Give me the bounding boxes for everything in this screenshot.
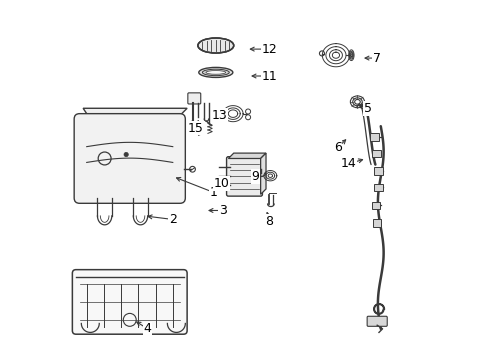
Text: 3: 3 <box>219 204 226 217</box>
Polygon shape <box>260 153 265 194</box>
Text: 15: 15 <box>188 122 203 135</box>
Polygon shape <box>228 153 265 158</box>
Polygon shape <box>83 108 187 119</box>
Text: 13: 13 <box>211 109 227 122</box>
Text: 14: 14 <box>340 157 356 170</box>
Ellipse shape <box>202 69 229 76</box>
FancyBboxPatch shape <box>226 157 262 196</box>
Text: 2: 2 <box>168 213 176 226</box>
Circle shape <box>124 152 128 157</box>
Bar <box>371 202 379 210</box>
FancyBboxPatch shape <box>187 93 201 104</box>
Bar <box>369 134 378 141</box>
Text: 7: 7 <box>372 51 381 64</box>
Ellipse shape <box>198 67 232 77</box>
Bar <box>373 167 382 175</box>
Text: 4: 4 <box>143 322 151 335</box>
Bar <box>372 220 380 227</box>
Text: 1: 1 <box>210 186 218 199</box>
Bar <box>373 184 382 192</box>
Text: 6: 6 <box>333 141 341 154</box>
Text: 11: 11 <box>261 69 277 82</box>
Text: 5: 5 <box>364 102 371 115</box>
Bar <box>371 149 380 157</box>
Text: 8: 8 <box>265 215 273 228</box>
FancyBboxPatch shape <box>74 114 185 203</box>
FancyBboxPatch shape <box>72 270 187 334</box>
Text: 10: 10 <box>213 177 229 190</box>
Ellipse shape <box>205 71 225 74</box>
FancyBboxPatch shape <box>366 316 386 326</box>
Ellipse shape <box>198 38 233 53</box>
Text: 9: 9 <box>251 170 259 183</box>
Text: 12: 12 <box>261 42 277 55</box>
